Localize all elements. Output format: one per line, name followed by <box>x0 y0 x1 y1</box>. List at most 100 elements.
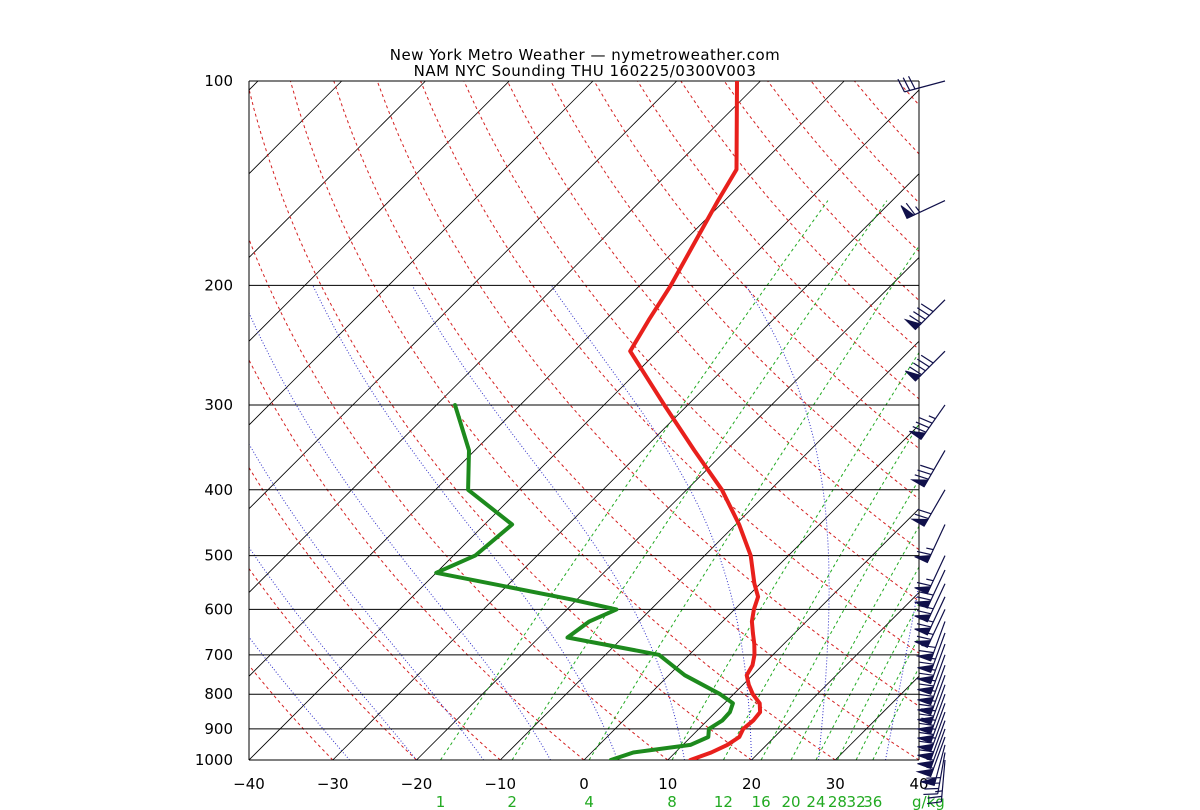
pressure-label-700: 700 <box>204 646 233 664</box>
wind-barb-full <box>905 202 916 215</box>
wind-barb-full <box>924 787 939 790</box>
wind-barb-full <box>916 635 932 641</box>
wind-barb-flag <box>917 760 935 770</box>
wind-barb-full <box>916 623 932 628</box>
chart-title-line-2: NAM NYC Sounding THU 160225/0300V003 <box>413 62 757 80</box>
moist-adiabat-line <box>550 285 752 760</box>
pressure-label-200: 200 <box>204 276 233 294</box>
wind-barb-full <box>919 731 934 736</box>
wind-barb <box>917 728 946 770</box>
mixing-ratio-label: 36 <box>863 793 882 810</box>
wind-barb-full <box>921 688 936 692</box>
isotherm-line <box>583 424 919 760</box>
isotherm-line <box>249 81 594 426</box>
wind-barb <box>900 200 946 219</box>
wind-barb-full <box>919 740 934 744</box>
wind-barb-full <box>916 610 932 615</box>
moist-adiabat-line <box>249 311 551 760</box>
mixing-ratio-line <box>855 635 919 760</box>
mixing-ratio-label: 8 <box>667 793 677 810</box>
wind-barb-full <box>919 703 934 707</box>
wind-barb-half <box>935 790 943 793</box>
pressure-label-500: 500 <box>204 547 233 565</box>
mixing-ratio-line <box>815 565 919 760</box>
wind-barb-flag <box>909 518 929 527</box>
wind-barb <box>909 404 946 441</box>
dry-adiabat-line <box>463 81 919 602</box>
wind-barb <box>917 703 946 744</box>
isotherm-line <box>249 81 426 259</box>
temp-label: 10 <box>658 775 677 793</box>
wind-barb <box>917 654 946 695</box>
temp-label: −30 <box>317 775 349 793</box>
isotherm-line <box>249 81 761 594</box>
wind-barb-full <box>920 464 935 471</box>
wind-barb-full <box>916 596 932 601</box>
isotherm-line <box>751 591 919 760</box>
wind-barb <box>903 299 946 331</box>
sounding-traces <box>434 81 763 760</box>
wind-barb-full <box>919 618 934 623</box>
temperature-trace <box>628 81 763 760</box>
wind-barb-full <box>921 678 936 682</box>
dry-adiabat-line <box>593 81 919 450</box>
pressure-label-800: 800 <box>204 685 233 703</box>
mixing-ratio-label: 2 <box>507 793 517 810</box>
dry-adiabat-line <box>333 81 919 760</box>
wind-barb <box>917 711 946 753</box>
wind-barb-full <box>927 801 942 805</box>
pressure-label-100: 100 <box>204 72 233 90</box>
wind-barb-flag <box>915 768 935 778</box>
wind-barb-shaft <box>937 752 946 795</box>
dry-adiabat-line <box>289 81 836 760</box>
wind-barb-full <box>913 311 926 320</box>
wind-barb-flag <box>914 600 932 609</box>
wind-barb <box>915 693 946 735</box>
wind-barb <box>909 450 946 488</box>
wind-barb-half <box>926 547 934 551</box>
moist-adiabat-line <box>885 580 919 760</box>
wind-barb-full <box>909 366 922 376</box>
pressure-label-1000: 1000 <box>195 751 233 769</box>
wind-barb-full <box>919 650 934 654</box>
wind-barb-half <box>928 727 936 730</box>
wind-barb-shaft <box>904 80 946 93</box>
wind-barb-flag <box>917 752 935 761</box>
wind-barb <box>914 569 946 609</box>
mixing-ratio-line <box>836 602 919 760</box>
wind-barb-full <box>897 78 905 93</box>
isotherm-line <box>249 81 510 342</box>
wind-barb <box>897 76 946 93</box>
wind-barb-half <box>928 736 936 739</box>
wind-barb-half <box>926 578 934 582</box>
dry-adiabat-line <box>637 81 919 400</box>
wind-barb-full <box>919 672 934 676</box>
wind-barb <box>905 350 946 382</box>
background-lines <box>0 81 919 760</box>
mixing-ratio-label: 16 <box>752 793 771 810</box>
dry-adiabat-line <box>249 664 334 760</box>
wind-barb-full <box>926 777 941 779</box>
isobar-lines <box>248 80 920 761</box>
moist-adiabat-line <box>745 285 830 760</box>
wind-barb <box>923 752 946 796</box>
wind-barb-full <box>921 698 936 702</box>
temperature-tick-labels: −40 −30 −20 −10 0 10 20 30 40 <box>233 775 928 793</box>
mixing-ratio-label: 20 <box>782 793 801 810</box>
dry-adiabat-line <box>897 81 919 106</box>
wind-barb-half <box>915 206 921 213</box>
dry-adiabat-line <box>249 466 501 760</box>
wind-barb <box>914 524 946 564</box>
temp-label: −10 <box>484 775 516 793</box>
wind-barb-half <box>926 758 934 761</box>
isotherm-line <box>499 340 919 760</box>
wind-barb-shaft <box>940 759 946 802</box>
wind-barb-full <box>917 508 932 515</box>
isotherm-line <box>0 81 91 760</box>
wind-barb-full <box>914 513 929 520</box>
dry-adiabat-line <box>249 86 752 760</box>
pressure-label-300: 300 <box>204 396 233 414</box>
wind-barb-full <box>916 307 930 316</box>
mixing-ratio-label: 28 <box>828 793 847 810</box>
